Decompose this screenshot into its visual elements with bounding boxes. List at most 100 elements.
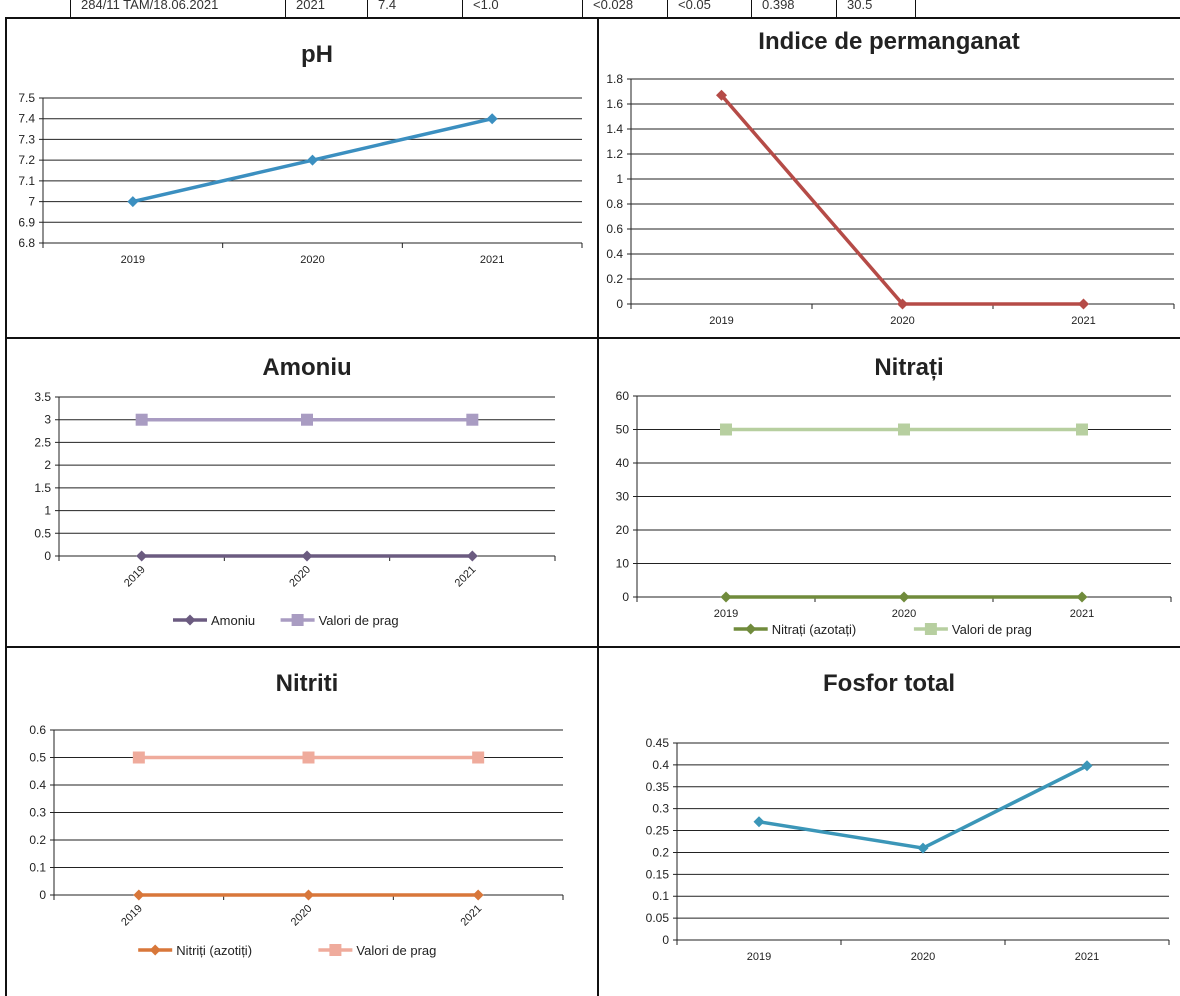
y-tick-label: 1 xyxy=(44,504,51,518)
data-point xyxy=(1081,760,1093,772)
data-point xyxy=(136,550,148,562)
y-tick-label: 7.5 xyxy=(18,91,35,105)
y-tick-label: 7.1 xyxy=(18,174,35,188)
series-line xyxy=(720,94,1084,306)
chart-fosfor-svg: Fosfor total 0 0.05 0.1 0.15 0.2 0.25 0.3 0.35 0.… xyxy=(646,670,1170,963)
y-tick-label: 7.3 xyxy=(18,132,35,146)
legend-label: Valori de prag xyxy=(356,943,436,958)
legend-label: Nitriți (azotiți) xyxy=(176,943,252,958)
data-point xyxy=(1076,591,1088,603)
chart-ph-svg: pH 6.8 6.9 7 7.1 7.2 7.3 7.4 7.5 2019 2020 2021 xyxy=(18,41,583,266)
chart-nitriti-svg: Nitriti 0 0.1 0.2 0.3 0.4 0.5 0.6 2019 2020 2021 Ni… xyxy=(29,670,564,958)
data-point xyxy=(302,751,315,764)
top-table-cell: <0.028 xyxy=(582,0,667,17)
top-table-cell: 2021 xyxy=(285,0,367,17)
chart-title: Indice de permanganat xyxy=(758,28,1019,55)
chart-fosfor: Fosfor total 0 0.05 0.1 0.15 0.2 0.25 0.3 0.35 0.… xyxy=(599,648,1180,996)
y-tick-label: 3 xyxy=(44,413,51,427)
y-tick-label: 0 xyxy=(662,933,669,947)
legend-marker xyxy=(149,944,161,956)
x-tick-label: 2019 xyxy=(747,951,771,963)
legend-marker xyxy=(924,623,937,635)
y-tick-label: 1.6 xyxy=(606,97,623,111)
data-point xyxy=(486,113,498,125)
series-line xyxy=(758,764,1088,850)
y-tick-label: 0.2 xyxy=(29,833,46,847)
chart-title: pH xyxy=(301,41,333,68)
y-tick-label: 20 xyxy=(616,523,630,537)
chart-amoniu-svg: Amoniu 0 0.5 1 1.5 2 2.5 3 3.5 2019 2020 2021 Amoniu… xyxy=(34,354,556,628)
data-point xyxy=(303,889,314,901)
legend-label: Valori de prag xyxy=(952,622,1032,637)
legend-marker xyxy=(329,944,342,956)
chart-amoniu: Amoniu 0 0.5 1 1.5 2 2.5 3 3.5 2019 2020 2021 Amoniu… xyxy=(7,339,597,646)
data-point xyxy=(307,154,318,166)
legend-label: Valori de prag xyxy=(319,613,399,628)
data-point xyxy=(301,550,313,562)
y-tick-label: 2.5 xyxy=(34,435,51,449)
top-table-cell: 7.4 xyxy=(367,0,462,17)
data-point xyxy=(917,842,929,854)
x-tick-label: 2021 xyxy=(1071,315,1095,327)
y-tick-label: 0.6 xyxy=(606,222,623,236)
y-tick-label: 0.4 xyxy=(606,247,623,261)
y-tick-label: 7.4 xyxy=(18,112,35,126)
data-point xyxy=(127,196,139,208)
x-tick-label: 2020 xyxy=(287,564,313,590)
y-tick-label: 0.2 xyxy=(606,272,623,286)
data-point xyxy=(301,413,313,426)
y-tick-label: 0.5 xyxy=(29,751,46,765)
data-point xyxy=(135,413,148,426)
y-tick-label: 0.15 xyxy=(646,867,670,881)
data-point xyxy=(1076,423,1088,436)
y-tick-label: 0.25 xyxy=(646,824,670,838)
y-tick-label: 30 xyxy=(616,490,630,504)
x-tick-label: 2021 xyxy=(458,903,484,929)
data-point xyxy=(466,413,479,426)
y-tick-label: 7.2 xyxy=(18,153,35,167)
y-tick-label: 0 xyxy=(44,549,51,563)
y-tick-label: 0.5 xyxy=(34,526,51,540)
data-point xyxy=(898,423,910,436)
y-tick-label: 1.2 xyxy=(606,147,623,161)
data-point xyxy=(472,889,484,901)
y-tick-label: 0.4 xyxy=(652,758,669,772)
y-tick-label: 6.9 xyxy=(18,215,35,229)
x-tick-label: 2020 xyxy=(289,903,315,929)
y-tick-label: 2 xyxy=(44,458,51,472)
legend-label: Nitrați (azotați) xyxy=(772,622,857,637)
x-tick-label: 2021 xyxy=(480,254,504,266)
data-point xyxy=(472,751,485,764)
data-point xyxy=(466,550,478,562)
data-point xyxy=(720,423,732,436)
y-tick-label: 0.45 xyxy=(646,736,670,750)
x-tick-label: 2020 xyxy=(300,254,324,266)
y-tick-label: 1.5 xyxy=(34,481,51,495)
top-table-cell: <0.05 xyxy=(667,0,751,17)
y-tick-label: 0.1 xyxy=(29,861,46,875)
data-point xyxy=(897,298,908,310)
y-tick-label: 0.3 xyxy=(652,802,669,816)
grid-line xyxy=(597,17,599,996)
y-tick-label: 1.4 xyxy=(606,122,623,136)
data-point xyxy=(898,591,910,603)
chart-title: Nitriti xyxy=(276,670,339,697)
y-tick-label: 0.05 xyxy=(646,911,670,925)
x-tick-label: 2020 xyxy=(911,951,935,963)
x-tick-label: 2019 xyxy=(121,254,145,266)
y-tick-label: 50 xyxy=(616,423,630,437)
y-tick-label: 3.5 xyxy=(34,390,51,404)
chart-nitrati: Nitrați 0 10 20 30 40 50 60 2019 2020 2021 Nitrați … xyxy=(599,339,1180,646)
data-point xyxy=(720,591,732,603)
y-tick-label: 6.8 xyxy=(18,236,35,250)
y-tick-label: 0.4 xyxy=(29,778,46,792)
charts-grid: pH 6.8 6.9 7 7.1 7.2 7.3 7.4 7.5 2019 2020 2021 Ind… xyxy=(5,17,1180,996)
data-point xyxy=(1078,298,1089,310)
x-tick-label: 2020 xyxy=(892,608,916,620)
top-table-cell: 284/11 TAM/18.06.2021 xyxy=(70,0,285,17)
x-tick-label: 2019 xyxy=(122,564,148,590)
legend-marker xyxy=(291,614,304,626)
chart-title: Fosfor total xyxy=(823,670,955,697)
y-tick-label: 7 xyxy=(28,195,35,209)
grid-line xyxy=(5,17,7,996)
